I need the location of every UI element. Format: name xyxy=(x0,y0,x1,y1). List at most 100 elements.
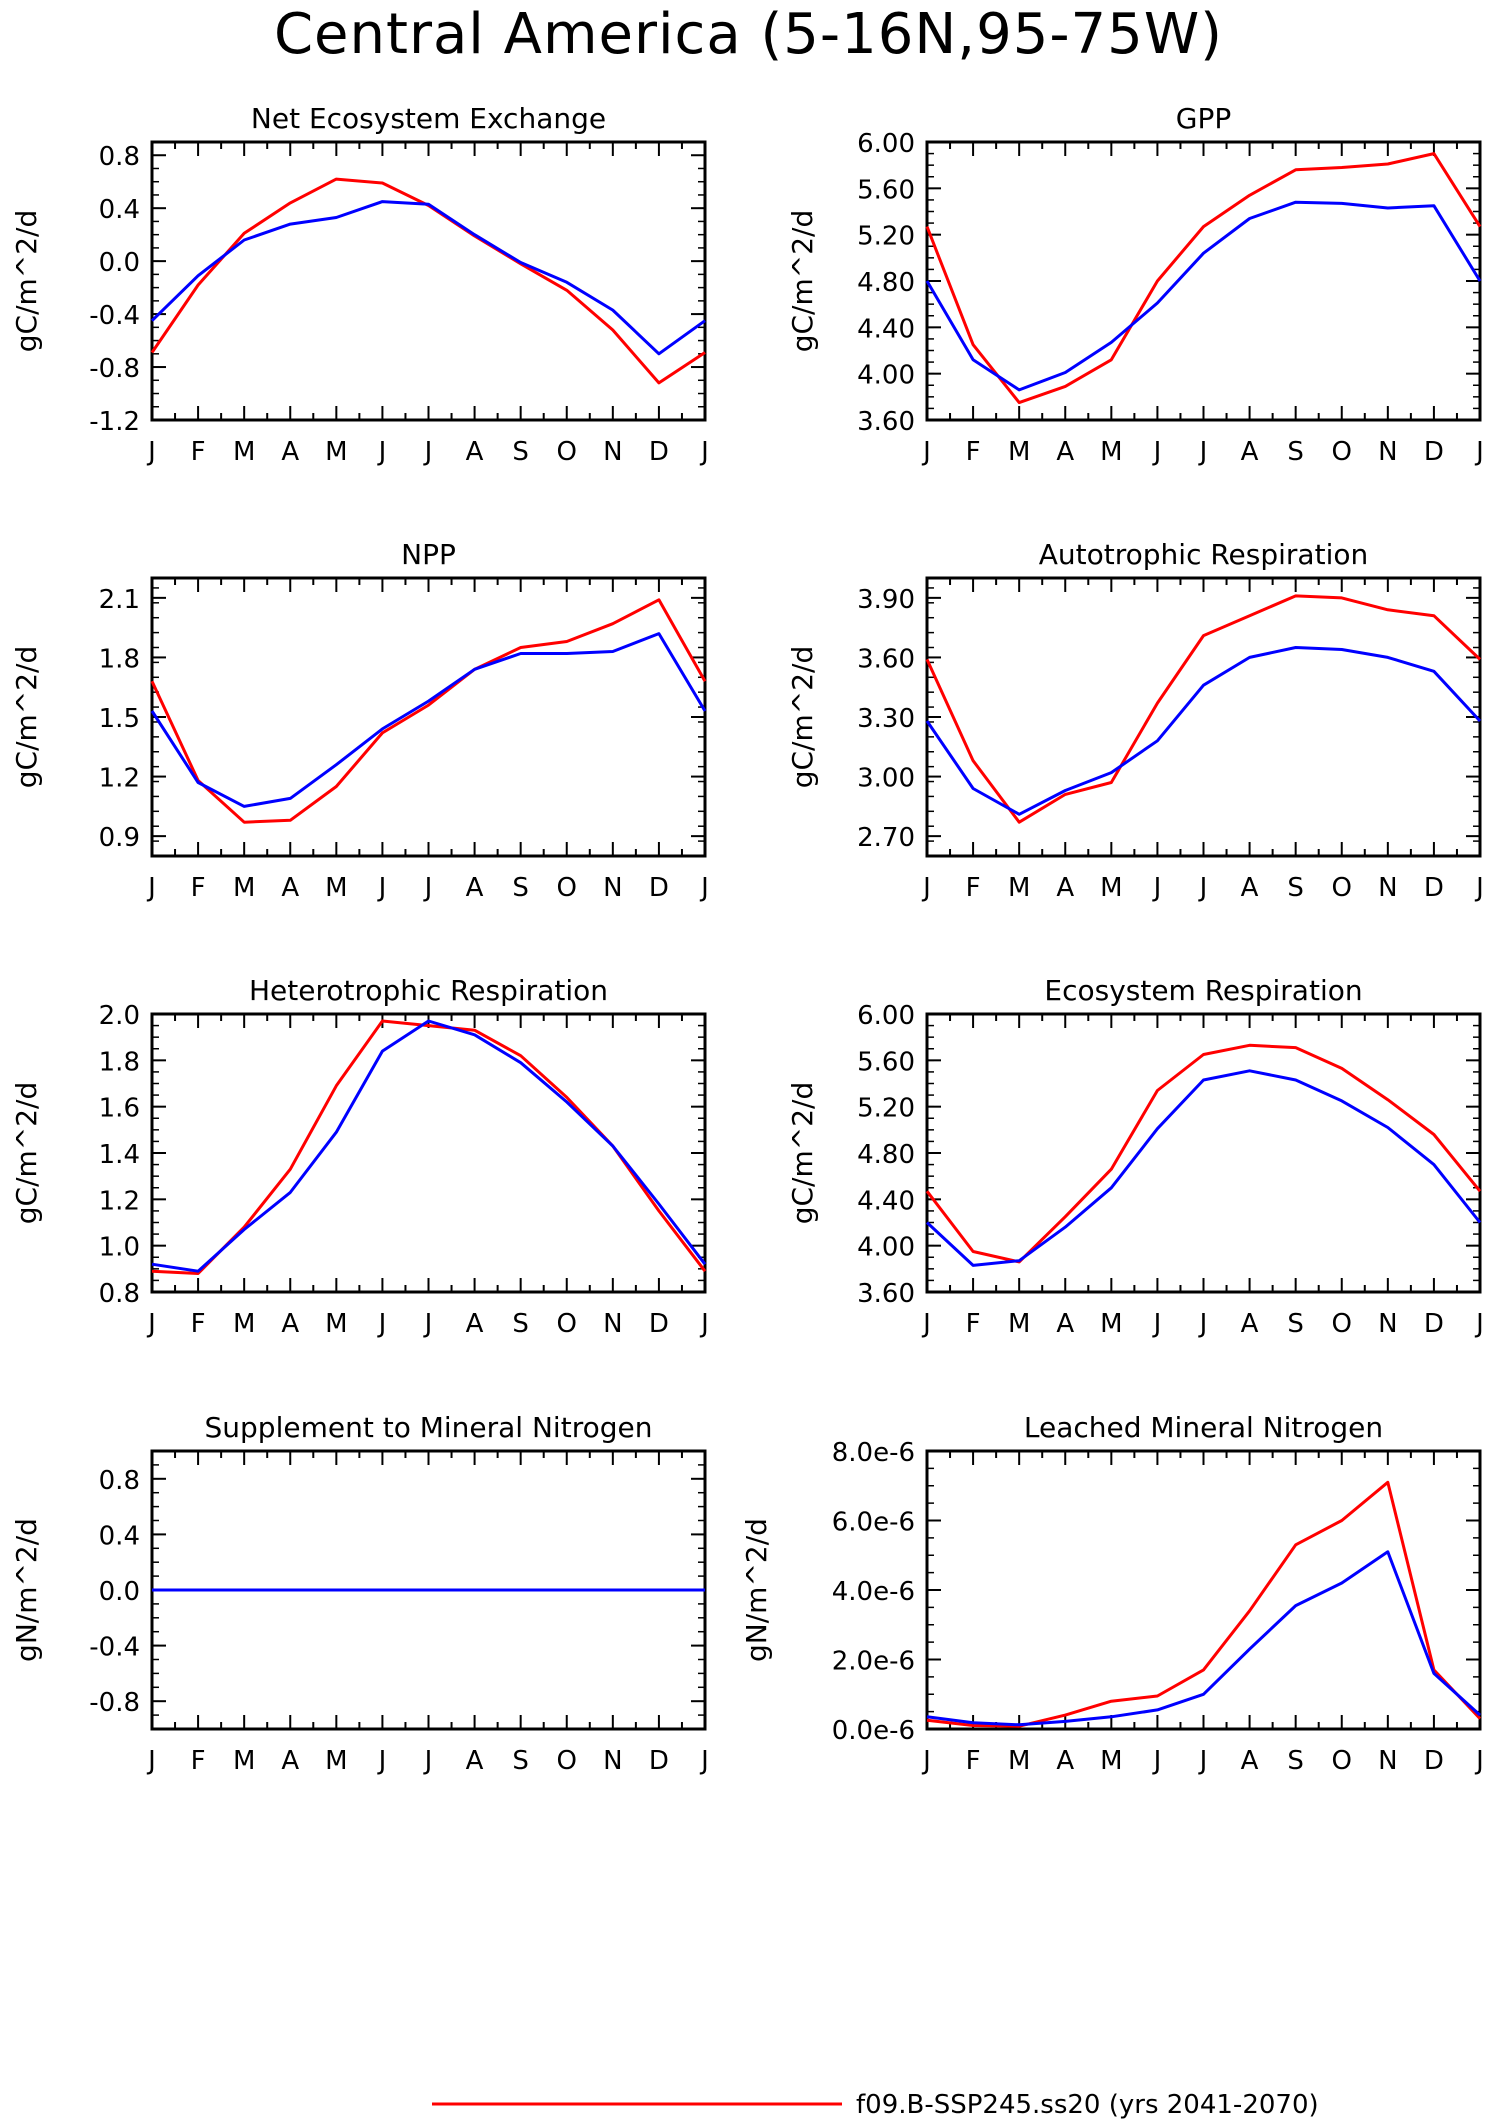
x-tick-label: J xyxy=(699,873,709,903)
x-tick-label: J xyxy=(423,1309,433,1339)
y-tick-label: 0.0 xyxy=(99,1577,140,1607)
x-tick-label: A xyxy=(1056,873,1074,903)
y-tick-label: 3.60 xyxy=(857,407,915,437)
x-tick-label: F xyxy=(966,437,981,467)
x-tick-label: M xyxy=(1008,1309,1030,1339)
y-tick-label: 0.9 xyxy=(99,823,140,853)
series-line-red xyxy=(150,598,707,824)
x-tick-label: N xyxy=(1378,1309,1397,1339)
x-tick-label: D xyxy=(649,873,669,903)
x-tick-label: N xyxy=(603,1746,622,1776)
y-tick-label: 3.30 xyxy=(857,704,915,734)
x-tick-label: A xyxy=(1241,1746,1259,1776)
y-tick-label: 0.8 xyxy=(99,1279,140,1309)
x-tick-label: O xyxy=(1332,873,1352,903)
x-tick-label: M xyxy=(325,437,347,467)
y-tick-label: 4.40 xyxy=(857,1186,915,1216)
x-tick-label: J xyxy=(423,873,433,903)
y-tick-label: 1.0 xyxy=(99,1233,140,1263)
y-tick-label: 6.00 xyxy=(857,129,915,159)
x-tick-label: D xyxy=(649,1309,669,1339)
y-tick-label: 0.8 xyxy=(99,142,140,172)
x-tick-label: A xyxy=(281,1746,299,1776)
x-tick-label: D xyxy=(1424,437,1444,467)
x-tick-label: M xyxy=(1100,1309,1122,1339)
x-tick-label: J xyxy=(1198,1746,1208,1776)
x-tick-label: O xyxy=(557,873,577,903)
x-tick-label: F xyxy=(966,873,981,903)
x-tick-label: M xyxy=(325,873,347,903)
x-tick-label: M xyxy=(233,1309,255,1339)
x-tick-label: A xyxy=(1056,437,1074,467)
x-tick-label: N xyxy=(1378,1746,1397,1776)
x-tick-label: S xyxy=(512,1746,529,1776)
y-tick-label: 0.0e-6 xyxy=(832,1716,915,1746)
x-tick-label: O xyxy=(1332,437,1352,467)
x-tick-label: M xyxy=(1008,1746,1030,1776)
chart-title: Supplement to Mineral Nitrogen xyxy=(205,1411,653,1444)
y-tick-label: 2.0e-6 xyxy=(832,1647,915,1677)
x-tick-label: M xyxy=(233,437,255,467)
y-tick-label: -0.4 xyxy=(89,301,140,331)
x-tick-label: A xyxy=(281,437,299,467)
series-line-red xyxy=(926,1480,1482,1728)
x-tick-label: A xyxy=(466,873,484,903)
y-tick-label: 3.60 xyxy=(857,1279,915,1309)
y-tick-label: 4.40 xyxy=(857,314,915,344)
plot-frame xyxy=(925,1449,1482,1731)
y-axis-label: gN/m^2/d xyxy=(740,1518,773,1662)
x-tick-label: O xyxy=(557,1746,577,1776)
x-tick-label: J xyxy=(146,437,156,467)
series-line-red xyxy=(151,1019,707,1275)
y-tick-label: 3.90 xyxy=(857,585,915,615)
x-tick-label: M xyxy=(1008,873,1030,903)
x-tick-label: M xyxy=(233,873,255,903)
x-tick-label: S xyxy=(512,437,529,467)
x-tick-label: M xyxy=(1100,1746,1122,1776)
plot-frame xyxy=(925,576,1482,858)
y-tick-label: 2.1 xyxy=(99,585,140,615)
y-tick-label: 0.8 xyxy=(99,1466,140,1496)
x-tick-label: M xyxy=(1008,437,1030,467)
series-line-blue xyxy=(150,632,707,808)
x-tick-label: J xyxy=(699,1309,709,1339)
x-tick-label: N xyxy=(1378,873,1397,903)
y-tick-label: 3.60 xyxy=(857,644,915,674)
x-tick-label: O xyxy=(1332,1746,1352,1776)
x-tick-label: M xyxy=(1100,873,1122,903)
x-tick-label: F xyxy=(966,1746,981,1776)
x-tick-label: J xyxy=(1474,1746,1484,1776)
y-axis-label: gC/m^2/d xyxy=(786,646,819,789)
x-tick-label: J xyxy=(1474,437,1484,467)
y-tick-label: -0.8 xyxy=(89,1688,140,1718)
y-tick-label: 1.6 xyxy=(99,1094,140,1124)
series-line-red xyxy=(150,177,706,385)
x-tick-label: J xyxy=(699,1746,709,1776)
series-line-blue xyxy=(925,1069,1482,1267)
x-tick-label: J xyxy=(1198,873,1208,903)
legend-label: f09.B-SSP245.ss20 (yrs 2041-2070) xyxy=(856,2090,1319,2120)
chart-title: Autotrophic Respiration xyxy=(1039,538,1368,571)
x-tick-label: D xyxy=(1424,1746,1444,1776)
y-tick-label: 6.0e-6 xyxy=(832,1508,915,1538)
series-line-blue xyxy=(925,200,1482,392)
x-tick-label: D xyxy=(649,1746,669,1776)
y-tick-label: 4.00 xyxy=(857,1233,915,1263)
chart-title: Leached Mineral Nitrogen xyxy=(1024,1411,1383,1444)
y-tick-label: 4.0e-6 xyxy=(832,1577,915,1607)
y-tick-label: 6.00 xyxy=(857,1001,915,1031)
x-tick-label: N xyxy=(603,437,622,467)
x-tick-label: F xyxy=(191,873,206,903)
x-tick-label: D xyxy=(1424,1309,1444,1339)
y-tick-label: 5.20 xyxy=(857,1094,915,1124)
y-axis-label: gC/m^2/d xyxy=(10,1082,43,1225)
x-tick-label: J xyxy=(1474,873,1484,903)
legend: f09.B-SSP245.ss20 (yrs 2041-2070) xyxy=(432,2090,1319,2120)
x-tick-label: J xyxy=(423,1746,433,1776)
x-tick-label: A xyxy=(466,1746,484,1776)
